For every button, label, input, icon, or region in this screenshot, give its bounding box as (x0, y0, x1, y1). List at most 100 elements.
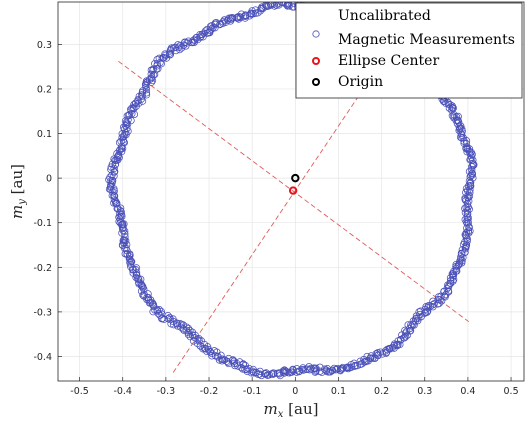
measurement-point (279, 2, 288, 7)
measurement-point (144, 290, 152, 298)
measurement-point (119, 133, 128, 141)
ellipse-axis-line (172, 31, 403, 373)
measurement-point (112, 200, 121, 208)
y-tick-label: 0.2 (37, 84, 52, 95)
y-axis-label: my [au] (8, 164, 28, 219)
measurement-point (374, 349, 382, 357)
measurement-point (446, 101, 454, 109)
measurement-point (404, 321, 412, 329)
measurement-point (184, 37, 193, 45)
measurement-point (466, 227, 474, 235)
measurement-point (248, 367, 257, 376)
measurement-point (465, 229, 473, 237)
measurement-point (117, 210, 126, 219)
y-tick-label: 0.3 (37, 40, 52, 51)
measurement-point (132, 269, 141, 277)
measurement-point (132, 273, 140, 282)
measurement-point (216, 20, 225, 28)
measurement-point (458, 257, 466, 265)
measurement-point (444, 287, 453, 295)
measurement-point (462, 140, 471, 148)
measurement-point (275, 2, 283, 9)
y-tick-label: 0.1 (37, 129, 52, 140)
measurement-point (162, 54, 171, 62)
measurement-point (116, 215, 124, 223)
legend-entry-text: Origin (338, 74, 383, 90)
measurement-point (361, 358, 370, 366)
y-tick-label: -0.4 (33, 352, 52, 363)
measurement-point (447, 106, 456, 114)
ellipse-axis-line (118, 60, 470, 323)
measurement-point (161, 50, 169, 58)
measurement-point (132, 102, 140, 110)
measurement-point (287, 368, 295, 376)
measurement-point (208, 22, 216, 30)
measurement-point (266, 2, 275, 8)
measurement-point (195, 337, 203, 345)
measurement-point (396, 340, 404, 349)
measurement-point (142, 91, 151, 99)
measurement-point (220, 16, 229, 24)
measurement-point (270, 369, 278, 377)
measurement-point (122, 240, 131, 249)
measurement-point (112, 199, 120, 207)
measurement-point (412, 312, 421, 320)
measurement-point (186, 332, 194, 341)
measurement-point (440, 292, 448, 300)
measurement-point (470, 161, 478, 169)
measurement-point (128, 104, 136, 112)
measurement-point (134, 274, 142, 283)
x-tick-label: -0.2 (200, 386, 219, 397)
measurement-point (233, 13, 241, 22)
x-axis-label: mx [au] (264, 400, 319, 420)
measurement-point (208, 352, 216, 360)
measurement-point (127, 257, 135, 265)
legend-entry-text: Magnetic Measurements (338, 32, 515, 48)
measurement-point (463, 237, 471, 246)
y-tick-label: 0 (46, 174, 52, 185)
measurement-point (465, 167, 474, 176)
measurement-point (184, 324, 193, 333)
measurement-point (188, 38, 197, 47)
measurement-point (155, 305, 163, 314)
measurement-point (467, 182, 475, 190)
measurement-point (109, 188, 117, 196)
legend-box (295, 2, 523, 99)
x-tick-label: 0.1 (331, 386, 346, 397)
measurement-point (182, 42, 190, 50)
measurement-point (251, 9, 260, 17)
measurement-point (115, 213, 123, 221)
measurement-point (205, 28, 213, 37)
ellipse-center-marker (288, 186, 298, 195)
x-tick-label: -0.4 (113, 386, 132, 397)
x-tick-label: -0.3 (157, 386, 176, 397)
measurement-point (117, 137, 125, 145)
measurement-point (445, 104, 454, 112)
measurement-point (401, 329, 410, 337)
y-tick-label: -0.3 (33, 307, 52, 318)
measurement-point (110, 187, 118, 195)
legend-marker (312, 78, 320, 86)
measurement-point (435, 293, 443, 301)
measurement-point (217, 351, 225, 359)
measurement-point (376, 348, 385, 356)
legend-marker (312, 57, 320, 65)
x-tick-label: 0.5 (504, 386, 519, 397)
measurement-point (144, 293, 152, 302)
measurement-point (464, 203, 472, 211)
measurement-point (339, 363, 347, 372)
measurement-point (230, 357, 238, 365)
measurement-point (195, 335, 203, 343)
measurement-point (120, 125, 129, 133)
measurement-point (138, 92, 147, 100)
measurement-point (382, 347, 390, 355)
measurement-point (188, 331, 197, 339)
y-tick-label: -0.1 (33, 218, 52, 229)
y-tick-label: -0.2 (33, 263, 52, 274)
legend-entry-text: Uncalibrated (338, 8, 431, 24)
measurement-point (166, 50, 175, 58)
measurement-point (138, 97, 147, 105)
measurement-point (305, 363, 313, 371)
measurement-point (450, 267, 458, 276)
